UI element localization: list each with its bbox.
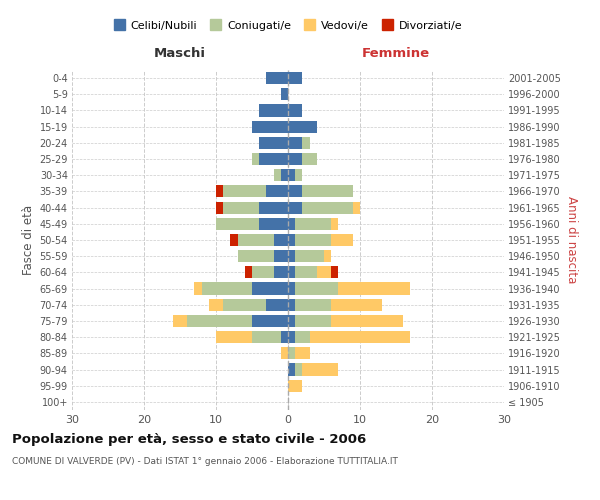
Bar [216, 218, 259, 230]
Bar [281, 348, 288, 360]
Bar [281, 331, 288, 343]
Bar [281, 88, 288, 101]
Bar [194, 282, 202, 294]
Bar [223, 298, 266, 311]
Bar [252, 153, 259, 165]
Bar [252, 266, 274, 278]
Bar [295, 266, 317, 278]
Bar [295, 364, 302, 376]
Text: Femmine: Femmine [362, 48, 430, 60]
Bar [295, 234, 331, 246]
Bar [295, 282, 338, 294]
Bar [302, 137, 310, 149]
Bar [288, 298, 295, 311]
Bar [238, 234, 274, 246]
Bar [288, 218, 295, 230]
Bar [230, 234, 238, 246]
Bar [288, 364, 295, 376]
Bar [209, 298, 223, 311]
Bar [216, 186, 223, 198]
Bar [288, 282, 295, 294]
Bar [324, 250, 331, 262]
Bar [288, 202, 302, 213]
Bar [259, 218, 288, 230]
Bar [202, 282, 252, 294]
Bar [288, 137, 302, 149]
Y-axis label: Fasce di età: Fasce di età [22, 205, 35, 275]
Bar [288, 348, 295, 360]
Bar [288, 72, 302, 84]
Bar [281, 169, 288, 181]
Bar [274, 169, 281, 181]
Bar [288, 315, 295, 327]
Bar [295, 315, 331, 327]
Bar [216, 202, 223, 213]
Bar [252, 315, 288, 327]
Bar [173, 315, 187, 327]
Bar [288, 120, 317, 132]
Bar [259, 137, 288, 149]
Bar [302, 153, 317, 165]
Bar [295, 298, 331, 311]
Bar [338, 282, 410, 294]
Bar [295, 169, 302, 181]
Bar [252, 331, 281, 343]
Bar [266, 298, 288, 311]
Bar [216, 331, 252, 343]
Bar [288, 186, 302, 198]
Bar [288, 104, 302, 117]
Bar [187, 315, 252, 327]
Bar [353, 202, 360, 213]
Bar [331, 266, 338, 278]
Bar [331, 234, 353, 246]
Bar [302, 186, 353, 198]
Text: Popolazione per età, sesso e stato civile - 2006: Popolazione per età, sesso e stato civil… [12, 432, 366, 446]
Bar [238, 250, 274, 262]
Bar [331, 298, 382, 311]
Bar [288, 250, 295, 262]
Bar [295, 348, 310, 360]
Bar [288, 169, 295, 181]
Bar [259, 202, 288, 213]
Text: COMUNE DI VALVERDE (PV) - Dati ISTAT 1° gennaio 2006 - Elaborazione TUTTITALIA.I: COMUNE DI VALVERDE (PV) - Dati ISTAT 1° … [12, 458, 398, 466]
Bar [252, 282, 288, 294]
Bar [288, 266, 295, 278]
Bar [274, 250, 288, 262]
Bar [223, 202, 259, 213]
Bar [295, 250, 324, 262]
Bar [252, 120, 288, 132]
Bar [302, 202, 353, 213]
Bar [331, 315, 403, 327]
Y-axis label: Anni di nascita: Anni di nascita [565, 196, 578, 284]
Bar [259, 153, 288, 165]
Bar [274, 234, 288, 246]
Bar [288, 380, 302, 392]
Bar [266, 186, 288, 198]
Bar [331, 218, 338, 230]
Bar [259, 104, 288, 117]
Bar [274, 266, 288, 278]
Bar [295, 218, 331, 230]
Bar [288, 153, 302, 165]
Text: Maschi: Maschi [154, 48, 206, 60]
Bar [295, 331, 310, 343]
Bar [223, 186, 266, 198]
Bar [266, 72, 288, 84]
Bar [302, 364, 338, 376]
Legend: Celibi/Nubili, Coniugati/e, Vedovi/e, Divorziati/e: Celibi/Nubili, Coniugati/e, Vedovi/e, Di… [109, 16, 467, 35]
Bar [245, 266, 252, 278]
Bar [288, 234, 295, 246]
Bar [317, 266, 331, 278]
Bar [288, 331, 295, 343]
Bar [310, 331, 410, 343]
